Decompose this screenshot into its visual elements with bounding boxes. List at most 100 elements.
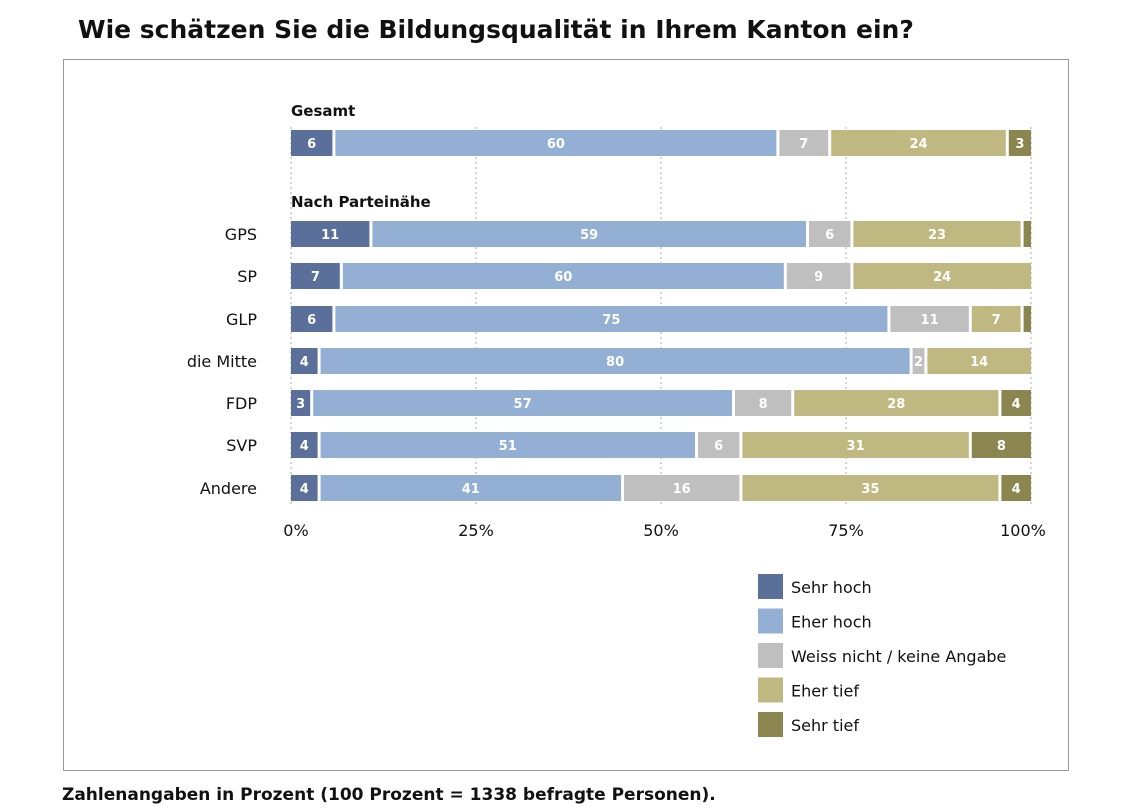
bar-segment [831, 130, 1006, 156]
legend-swatch [758, 643, 783, 668]
bar-segment [335, 306, 888, 332]
chart-frame [63, 59, 1069, 771]
data-label: 35 [861, 482, 879, 497]
x-tick-label: 0% [283, 521, 308, 540]
legend-label: Eher hoch [791, 613, 872, 632]
bar-segment [853, 221, 1021, 247]
legend-swatch [758, 574, 783, 599]
bar-segment [1023, 221, 1031, 247]
bar-segment [1008, 130, 1031, 156]
legend-label: Eher tief [791, 682, 859, 701]
data-label: 75 [602, 313, 620, 328]
data-label: 6 [825, 228, 834, 243]
bar-segment [1001, 390, 1031, 416]
bar-segment [291, 432, 318, 458]
bar-segment [742, 475, 999, 501]
data-label: 2 [914, 355, 923, 370]
bar-segment [320, 475, 621, 501]
bar-segment [372, 221, 806, 247]
bar-segment [853, 263, 1031, 289]
bar-segment [342, 263, 784, 289]
data-label: 9 [814, 270, 823, 285]
bar-segment [779, 130, 829, 156]
data-label: 41 [462, 482, 480, 497]
data-label: 6 [307, 313, 316, 328]
data-label: 3 [1015, 137, 1024, 152]
data-label: 6 [714, 439, 723, 454]
bar-segment [927, 348, 1031, 374]
x-tick-label: 25% [458, 521, 494, 540]
data-label: 7 [311, 270, 320, 285]
bar-segment [786, 263, 851, 289]
data-label: 24 [933, 270, 951, 285]
x-tick-label: 50% [643, 521, 679, 540]
bar-segment [291, 475, 318, 501]
legend-swatch [758, 608, 783, 634]
data-label: 4 [1012, 482, 1021, 497]
legend-swatch [758, 677, 783, 703]
data-label: 4 [300, 439, 309, 454]
x-tick-label: 100% [1000, 521, 1046, 540]
bar-segment [291, 348, 318, 374]
data-label: 51 [499, 439, 517, 454]
row-label: FDP [226, 394, 258, 413]
bar-segment [742, 432, 969, 458]
data-label: 11 [321, 228, 339, 243]
bar-segment [1001, 475, 1031, 501]
legend-label: Weiss nicht / keine Angabe [791, 647, 1006, 666]
data-label: 24 [909, 137, 927, 152]
bar-segment [320, 348, 910, 374]
data-label: 7 [992, 313, 1001, 328]
bar-segment [971, 306, 1021, 332]
bar-segment [291, 263, 340, 289]
data-label: 80 [606, 355, 624, 370]
legend-swatch [758, 712, 783, 737]
data-label: 28 [887, 397, 905, 412]
bar-segment [335, 130, 777, 156]
data-label: 4 [1012, 397, 1021, 412]
data-label: 31 [847, 439, 865, 454]
bar-segment [291, 130, 333, 156]
data-label: 57 [514, 397, 532, 412]
bar-segment [890, 306, 969, 332]
bar-segment [698, 432, 740, 458]
data-label: 7 [799, 137, 808, 152]
x-tick-label: 75% [828, 521, 864, 540]
data-label: 3 [296, 397, 305, 412]
bar-segment [912, 348, 925, 374]
data-label: 4 [300, 482, 309, 497]
data-label: 60 [547, 137, 565, 152]
data-label: 14 [970, 355, 988, 370]
data-label: 11 [921, 313, 939, 328]
bar-segment [624, 475, 740, 501]
bar-segment [735, 390, 792, 416]
data-label: 8 [997, 439, 1006, 454]
bar-segment [313, 390, 732, 416]
bar-segment [291, 221, 370, 247]
bar-segment [809, 221, 851, 247]
footnote: Zahlenangaben in Prozent (100 Prozent = … [62, 785, 716, 805]
bar-segment [1023, 306, 1031, 332]
data-label: 60 [554, 270, 572, 285]
group-heading: Gesamt [291, 102, 355, 120]
data-label: 16 [673, 482, 691, 497]
legend-label: Sehr tief [791, 716, 859, 735]
bar-segment [320, 432, 695, 458]
legend-label: Sehr hoch [791, 578, 872, 597]
bar-segment [971, 432, 1031, 458]
data-label: 59 [580, 228, 598, 243]
bar-segment [291, 306, 333, 332]
row-label: Andere [200, 479, 257, 498]
data-label: 8 [759, 397, 768, 412]
row-label: GPS [225, 225, 257, 244]
data-label: 4 [300, 355, 309, 370]
row-label: die Mitte [187, 352, 257, 371]
bar-segment [291, 390, 311, 416]
row-label: SVP [226, 436, 257, 455]
data-label: 23 [928, 228, 946, 243]
data-label: 6 [307, 137, 316, 152]
row-label: SP [237, 267, 257, 286]
row-label: GLP [226, 310, 257, 329]
